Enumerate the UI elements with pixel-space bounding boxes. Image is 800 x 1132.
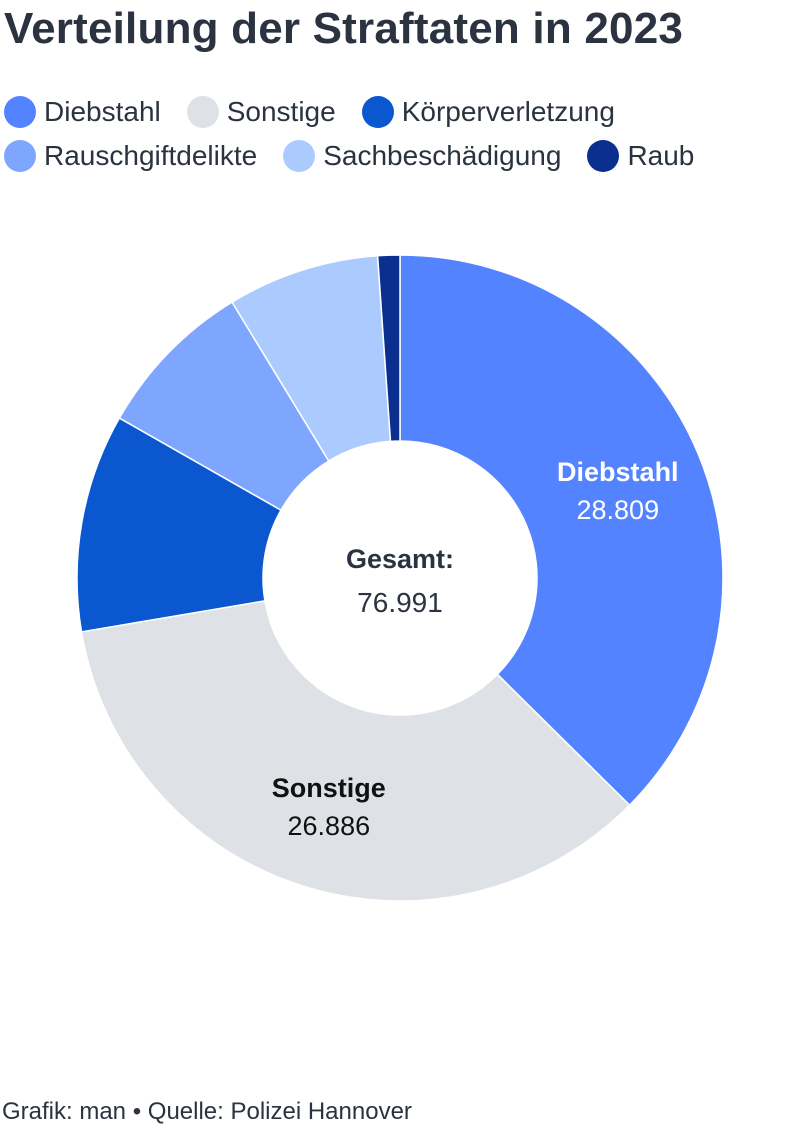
legend-label: Diebstahl xyxy=(44,96,161,127)
legend-item-raub: Raub xyxy=(587,140,694,172)
chart-title: Verteilung der Straftaten in 2023 xyxy=(4,4,684,53)
legend-label: Sonstige xyxy=(226,96,336,127)
legend-swatch xyxy=(4,96,36,128)
slice-labels: Diebstahl 28.809 Sonstige 26.886 xyxy=(272,457,679,841)
legend-row-2: Rauschgiftdelikte Sachbeschädigung Raub xyxy=(4,134,794,178)
slice-label-name: Diebstahl xyxy=(557,457,679,487)
legend-swatch xyxy=(186,96,219,128)
slice-raub xyxy=(376,254,401,443)
slice-sonstige xyxy=(80,599,631,902)
center-label: Gesamt: xyxy=(346,544,454,574)
legend-swatch xyxy=(587,140,620,172)
legend-row-1: Diebstahl Sonstige Körperverletzung xyxy=(4,90,794,134)
donut-chart: Diebstahl 28.809 Sonstige 26.886 Gesamt: 76… xyxy=(76,254,724,902)
slice-label-value: 28.809 xyxy=(577,495,660,525)
legend-item-koerperverletzung: Körperverletzung xyxy=(361,96,615,128)
legend-label: Raub xyxy=(627,140,695,171)
slice-diebstahl xyxy=(399,254,724,807)
legend-swatch xyxy=(4,140,36,172)
slice-label-name: Sonstige xyxy=(272,773,386,803)
donut-slices xyxy=(76,254,724,902)
center-value: 76.991 xyxy=(357,587,443,618)
slice-körperverletzung xyxy=(76,417,283,633)
slice-label-value: 26.886 xyxy=(288,811,371,841)
legend: Diebstahl Sonstige Körperverletzung Raus… xyxy=(4,90,794,178)
legend-swatch xyxy=(361,96,394,128)
footer-source: Grafik: man • Quelle: Polizei Hannover xyxy=(2,1098,412,1125)
legend-item-sachbeschaedigung: Sachbeschädigung xyxy=(283,140,561,172)
legend-label: Sachbeschädigung xyxy=(323,140,562,171)
legend-item-rauschgiftdelikte: Rauschgiftdelikte xyxy=(4,140,257,172)
legend-item-sonstige: Sonstige xyxy=(186,96,336,128)
legend-label: Rauschgiftdelikte xyxy=(44,140,258,171)
legend-item-diebstahl: Diebstahl xyxy=(4,96,161,128)
legend-swatch xyxy=(283,140,316,172)
legend-label: Körperverletzung xyxy=(401,96,615,127)
